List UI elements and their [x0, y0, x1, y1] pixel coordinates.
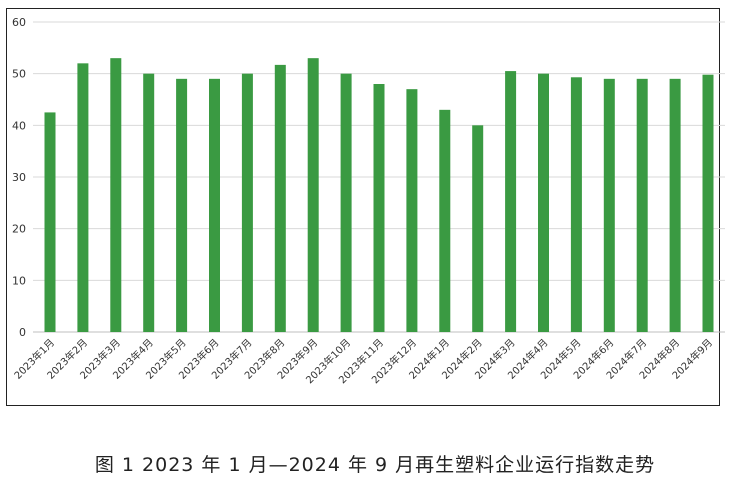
bar [636, 78, 648, 332]
bar [176, 78, 188, 332]
bar [472, 125, 484, 332]
bar [538, 73, 549, 333]
bar [603, 78, 615, 332]
bar [77, 63, 89, 332]
y-tick-label: 20 [12, 223, 26, 236]
bar [669, 78, 681, 332]
bar [110, 58, 122, 333]
bar [274, 64, 286, 332]
y-tick-label: 10 [12, 274, 26, 287]
bar [44, 112, 56, 333]
bar [702, 74, 714, 332]
bar [209, 78, 220, 332]
y-tick-label: 60 [12, 16, 26, 29]
bar [307, 58, 319, 333]
bars [44, 58, 714, 333]
bar [143, 73, 155, 333]
bar [373, 84, 385, 332]
chart-frame [6, 8, 720, 406]
bar [340, 73, 352, 333]
y-tick-label: 50 [12, 68, 26, 81]
bar [406, 89, 418, 333]
bar [439, 109, 451, 332]
bar [570, 77, 582, 333]
y-tick-label: 0 [19, 326, 26, 339]
y-tick-label: 30 [12, 171, 26, 184]
y-axis-ticks: 0 10 20 30 40 50 60 [12, 16, 26, 339]
figure-caption: 图 1 2023 年 1 月—2024 年 9 月再生塑料企业运行指数走势 [94, 454, 656, 476]
bar [505, 71, 517, 332]
x-axis-ticks: 2023年1月2023年2月2023年3月2023年4月2023年5月2023年… [11, 336, 715, 386]
bar [241, 73, 253, 333]
y-tick-label: 40 [12, 119, 26, 132]
